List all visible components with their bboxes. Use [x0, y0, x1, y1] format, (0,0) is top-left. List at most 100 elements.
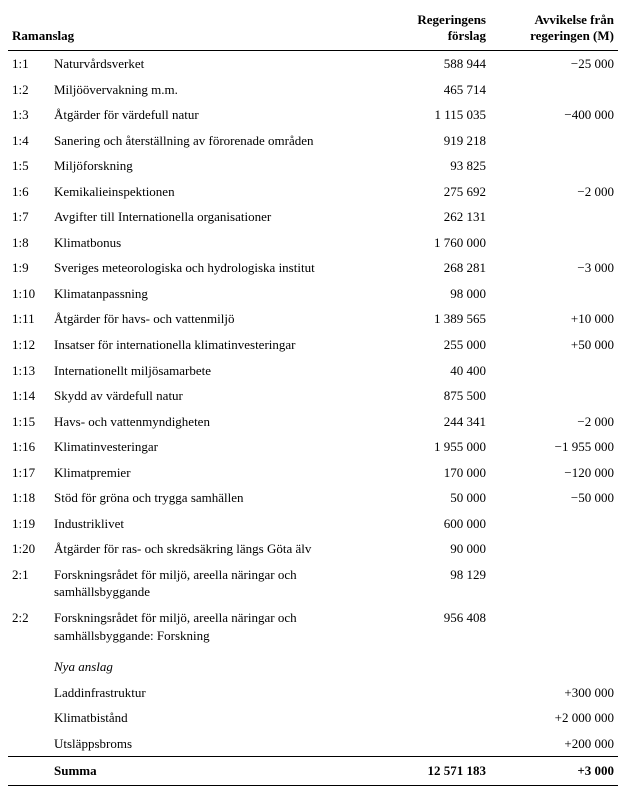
row-gov-value: 588 944 [382, 51, 490, 77]
row-dev-value: −2 000 [490, 179, 618, 205]
table-row: 2:1Forskningsrådet för miljö, areella nä… [8, 562, 618, 605]
row-number: 1:14 [8, 383, 50, 409]
summary-gov: 12 571 183 [382, 757, 490, 786]
table-row: 1:6Kemikalieinspektionen275 692−2 000 [8, 179, 618, 205]
header-avvikelse: Avvikelse från regeringen (M) [490, 8, 618, 51]
row-dev-value: +300 000 [490, 680, 618, 706]
table-row: 1:13Internationellt miljösamarbete40 400 [8, 358, 618, 384]
table-row: 1:2Miljöövervakning m.m.465 714 [8, 77, 618, 103]
summary-label: Summa [50, 757, 382, 786]
row-dev-value: −25 000 [490, 51, 618, 77]
table-row: 1:4Sanering och återställning av föroren… [8, 128, 618, 154]
row-gov-value: 600 000 [382, 511, 490, 537]
table-header-row: Ramanslag Regeringens förslag Avvikelse … [8, 8, 618, 51]
table-row: 1:11Åtgärder för havs- och vattenmiljö1 … [8, 306, 618, 332]
row-name: Insatser för internationella klimatinves… [50, 332, 382, 358]
row-name: Klimatbistånd [50, 705, 382, 731]
row-name: Naturvårdsverket [50, 51, 382, 77]
table-row: 1:12Insatser för internationella klimati… [8, 332, 618, 358]
row-number: 1:12 [8, 332, 50, 358]
row-gov-value: 93 825 [382, 153, 490, 179]
row-dev-value: +50 000 [490, 332, 618, 358]
row-number: 1:15 [8, 409, 50, 435]
row-gov-value: 262 131 [382, 204, 490, 230]
row-name: Internationellt miljösamarbete [50, 358, 382, 384]
row-number: 1:3 [8, 102, 50, 128]
row-name: Klimatbonus [50, 230, 382, 256]
row-gov-value: 98 129 [382, 562, 490, 605]
row-gov-value: 465 714 [382, 77, 490, 103]
header-dev-line1: Avvikelse från [534, 12, 614, 27]
row-number: 2:1 [8, 562, 50, 605]
header-dev-line2: regeringen (M) [530, 28, 614, 43]
table-row: Laddinfrastruktur+300 000 [8, 680, 618, 706]
row-name: Industriklivet [50, 511, 382, 537]
row-gov-value: 244 341 [382, 409, 490, 435]
row-gov-value [382, 705, 490, 731]
header-ramanslag-text: Ramanslag [12, 28, 74, 43]
section-dev-empty [490, 648, 618, 680]
row-dev-value [490, 204, 618, 230]
row-dev-value [490, 511, 618, 537]
row-dev-value: +2 000 000 [490, 705, 618, 731]
row-gov-value: 956 408 [382, 605, 490, 648]
table-row: 1:17Klimatpremier170 000−120 000 [8, 460, 618, 486]
summary-empty [8, 757, 50, 786]
row-dev-value [490, 77, 618, 103]
row-number: 2:2 [8, 605, 50, 648]
header-gov-line2: förslag [448, 28, 486, 43]
table-row: 2:2Forskningsrådet för miljö, areella nä… [8, 605, 618, 648]
row-gov-value: 275 692 [382, 179, 490, 205]
row-number: 1:9 [8, 255, 50, 281]
table-row: 1:7Avgifter till Internationella organis… [8, 204, 618, 230]
row-gov-value [382, 680, 490, 706]
header-regeringens-forslag: Regeringens förslag [382, 8, 490, 51]
table-row: 1:16Klimatinvesteringar1 955 000−1 955 0… [8, 434, 618, 460]
row-dev-value [490, 536, 618, 562]
row-dev-value [490, 153, 618, 179]
row-name: Havs- och vattenmyndigheten [50, 409, 382, 435]
row-gov-value: 90 000 [382, 536, 490, 562]
row-name: Forskningsrådet för miljö, areella närin… [50, 562, 382, 605]
table-row: 1:9Sveriges meteorologiska och hydrologi… [8, 255, 618, 281]
row-gov-value: 1 955 000 [382, 434, 490, 460]
row-gov-value: 50 000 [382, 485, 490, 511]
row-name: Åtgärder för värdefull natur [50, 102, 382, 128]
row-dev-value [490, 562, 618, 605]
row-gov-value: 40 400 [382, 358, 490, 384]
row-name: Forskningsrådet för miljö, areella närin… [50, 605, 382, 648]
row-dev-value [490, 281, 618, 307]
row-gov-value: 919 218 [382, 128, 490, 154]
row-dev-value [490, 230, 618, 256]
row-number: 1:6 [8, 179, 50, 205]
row-dev-value: −400 000 [490, 102, 618, 128]
row-name: Klimatinvesteringar [50, 434, 382, 460]
row-number: 1:4 [8, 128, 50, 154]
section-empty [8, 648, 50, 680]
section-gov-empty [382, 648, 490, 680]
row-dev-value [490, 605, 618, 648]
row-name: Skydd av värdefull natur [50, 383, 382, 409]
table-row: 1:20Åtgärder för ras- och skredsäkring l… [8, 536, 618, 562]
row-dev-value: −1 955 000 [490, 434, 618, 460]
row-number: 1:19 [8, 511, 50, 537]
summary-dev: +3 000 [490, 757, 618, 786]
row-number: 1:13 [8, 358, 50, 384]
row-dev-value [490, 358, 618, 384]
row-name: Miljöövervakning m.m. [50, 77, 382, 103]
row-dev-value: −3 000 [490, 255, 618, 281]
table-row: 1:5Miljöforskning93 825 [8, 153, 618, 179]
row-name: Stöd för gröna och trygga samhällen [50, 485, 382, 511]
row-number: 1:18 [8, 485, 50, 511]
table-row: Klimatbistånd +2 000 000 [8, 705, 618, 731]
row-name: Klimatpremier [50, 460, 382, 486]
row-dev-value [490, 128, 618, 154]
section-label-row: Nya anslag [8, 648, 618, 680]
table-row: 1:15Havs- och vattenmyndigheten244 341−2… [8, 409, 618, 435]
table-row: 1:10Klimatanpassning98 000 [8, 281, 618, 307]
row-number [8, 731, 50, 757]
row-gov-value: 255 000 [382, 332, 490, 358]
row-number: 1:16 [8, 434, 50, 460]
row-number: 1:11 [8, 306, 50, 332]
row-name: Avgifter till Internationella organisati… [50, 204, 382, 230]
